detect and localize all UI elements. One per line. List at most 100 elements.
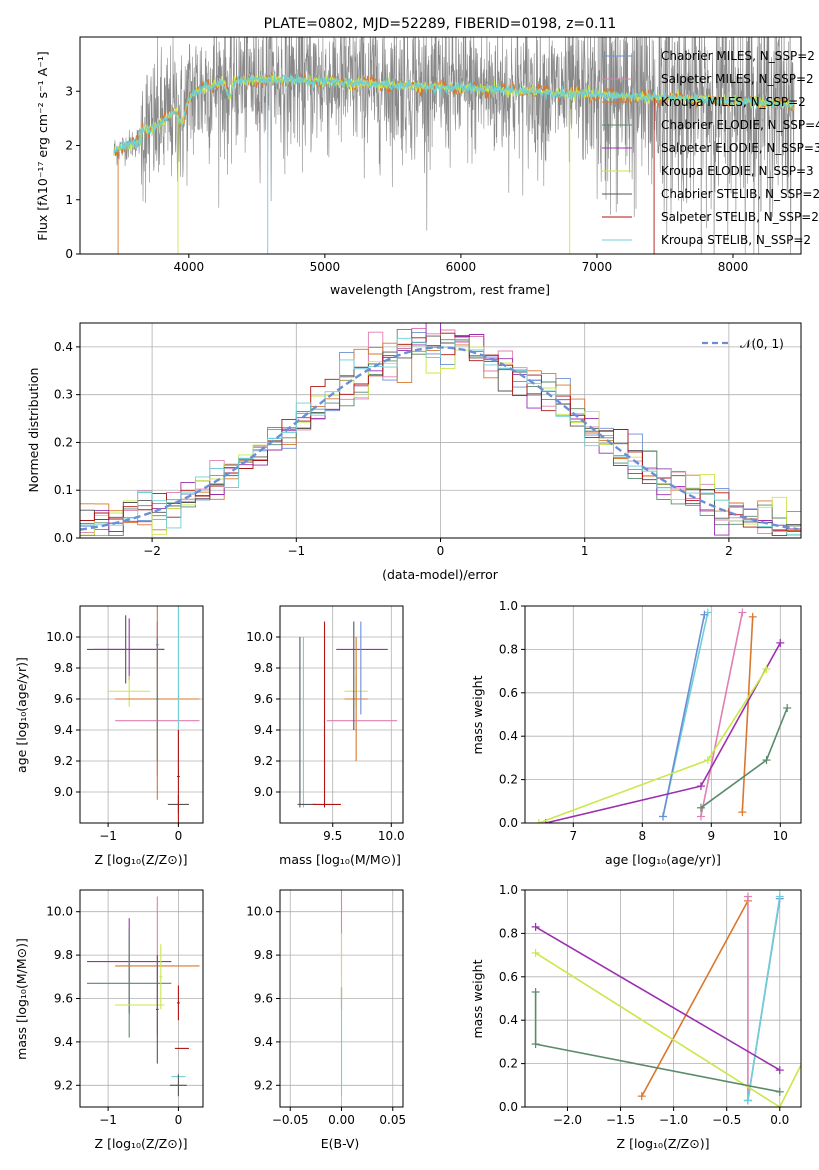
mw-age-x-label: age [log₁₀(age/yr)] bbox=[605, 852, 721, 867]
mass-weight-marker bbox=[703, 756, 712, 765]
spectrum-title: PLATE=0802, MJD=52289, FIBERID=0198, z=0… bbox=[264, 16, 617, 32]
mass-weight-marker bbox=[762, 756, 771, 765]
x-tick-label: 0 bbox=[175, 829, 183, 843]
spectrum-legend: Chabrier MILES, N_SSP=2 Salpeter MILES, N… bbox=[602, 49, 819, 247]
error-bar-point bbox=[169, 1074, 187, 1097]
mass-weight-marker bbox=[659, 812, 667, 821]
mass-weight-marker bbox=[748, 612, 757, 621]
y-tick-label: 0.2 bbox=[499, 773, 518, 787]
observed-spectrum-line bbox=[113, 37, 795, 254]
y-tick-label: 0.8 bbox=[499, 926, 518, 940]
model-spectrum-line bbox=[113, 73, 795, 154]
axes-frame bbox=[524, 889, 802, 1108]
mass-weight-marker bbox=[775, 1103, 784, 1107]
grid-lines bbox=[525, 889, 801, 1108]
x-tick-label: −1 bbox=[99, 829, 117, 843]
error-bar-point bbox=[159, 944, 163, 1010]
x-tick-label: −1 bbox=[99, 1113, 117, 1127]
x-tick-label: 8 bbox=[638, 829, 646, 843]
y-tick-label: 9.8 bbox=[54, 661, 73, 675]
mass-weight-marker bbox=[637, 1092, 646, 1101]
mw-z-y-label: mass weight bbox=[470, 959, 485, 1038]
mass-weight-vs-age-panel: 7 8 9 10 0.0 0.2 0.4 0.6 0.8 1.0 age [log₁₀(age/y… bbox=[470, 599, 802, 867]
y-tick-label: 0.6 bbox=[499, 970, 518, 984]
y-tick-label: 9.8 bbox=[54, 948, 73, 962]
mass-weight-series-line bbox=[641, 900, 749, 1097]
x-tick-label: 7 bbox=[569, 829, 577, 843]
y-tick-label: 9.8 bbox=[254, 661, 273, 675]
axes-frame bbox=[79, 36, 802, 255]
grid-lines bbox=[80, 606, 203, 823]
x-tick-label: 0.0 bbox=[770, 1113, 789, 1127]
legend-entry-label: Kroupa MILES, N_SSP=2 bbox=[661, 95, 806, 109]
plot-content bbox=[80, 323, 801, 537]
hist-legend: 𝒩(0, 1) bbox=[702, 337, 784, 351]
y-tick-label: 10.0 bbox=[246, 630, 273, 644]
y-tick-label: 9.2 bbox=[254, 1078, 273, 1092]
y-tick-label: 9.6 bbox=[54, 992, 73, 1006]
x-tick-label: 7000 bbox=[582, 260, 613, 274]
y-tick-label: 9.4 bbox=[254, 1035, 273, 1049]
x-tick-label: −1 bbox=[287, 544, 305, 558]
grid-lines bbox=[280, 606, 403, 823]
y-tick-label: 1 bbox=[65, 193, 73, 207]
mass-weight-marker bbox=[696, 803, 705, 812]
age-mass-x-label: mass [log₁₀(M/M⊙)] bbox=[279, 852, 401, 867]
error-bar-point bbox=[94, 618, 165, 681]
mass-weight-series-line bbox=[741, 616, 754, 813]
legend-entry-label: Kroupa ELODIE, N_SSP=3 bbox=[661, 164, 814, 178]
plot-content bbox=[534, 608, 792, 823]
spectrum-panel: PLATE=0802, MJD=52289, FIBERID=0198, z=0… bbox=[35, 16, 819, 297]
y-tick-label: 9.0 bbox=[254, 785, 273, 799]
axes-frame bbox=[279, 605, 404, 824]
y-tick-label: 9.8 bbox=[254, 948, 273, 962]
x-tick-label: −0.05 bbox=[272, 1113, 309, 1127]
mass-weight-marker bbox=[738, 608, 747, 617]
mass-vs-ebv-panel: −0.05 0.00 0.05 9.2 9.4 9.6 9.8 10.0 E(B-V) bbox=[246, 889, 406, 1151]
mass-z-x-label: Z [log₁₀(Z/Z⊙)] bbox=[95, 1136, 188, 1151]
y-tick-label: 0.0 bbox=[499, 816, 518, 830]
x-tick-label: 0 bbox=[175, 1113, 183, 1127]
error-bar-point bbox=[176, 730, 180, 823]
error-bar-point bbox=[87, 929, 172, 1038]
mass-z-y-label: mass [log₁₀(M/M⊙)] bbox=[14, 938, 29, 1060]
mass-weight-marker bbox=[531, 922, 540, 931]
y-tick-label: 1.0 bbox=[499, 599, 518, 613]
grid-lines bbox=[525, 605, 801, 824]
error-bar-point bbox=[344, 637, 368, 761]
y-tick-label: 9.6 bbox=[254, 992, 273, 1006]
x-tick-label: 10.0 bbox=[378, 829, 405, 843]
hist-legend-label: 𝒩(0, 1) bbox=[740, 337, 784, 351]
mass-vs-metallicity-panel: −1 0 9.2 9.4 9.6 9.8 10.0 Z [log₁₀(Z/Z⊙)] mass… bbox=[14, 889, 204, 1151]
plot-content bbox=[87, 606, 200, 823]
y-tick-label: 0.6 bbox=[499, 686, 518, 700]
x-tick-label: 9 bbox=[707, 829, 715, 843]
y-tick-label: 0.2 bbox=[54, 435, 73, 449]
legend-entry-label: Salpeter STELIB, N_SSP=2 bbox=[661, 210, 819, 224]
x-tick-label: −2.0 bbox=[553, 1113, 582, 1127]
y-tick-label: 9.2 bbox=[54, 1078, 73, 1092]
mass-weight-series-line bbox=[545, 642, 781, 823]
mass-weight-marker bbox=[783, 703, 792, 712]
legend-entry-label: Salpeter ELODIE, N_SSP=3 bbox=[661, 141, 819, 155]
mw-age-y-label: mass weight bbox=[470, 675, 485, 754]
y-tick-label: 9.6 bbox=[54, 692, 73, 706]
residual-histogram-panel: −2 −1 0 1 2 0.0 0.1 0.2 0.3 0.4 (data-model)/erro… bbox=[26, 322, 802, 582]
mass-weight-marker bbox=[531, 1040, 540, 1049]
x-tick-label: 9.5 bbox=[323, 829, 342, 843]
mass-weight-series-line bbox=[662, 614, 706, 817]
axes-frame bbox=[524, 605, 802, 824]
axes-frame bbox=[79, 889, 204, 1108]
legend-entry-label: Kroupa STELIB, N_SSP=2 bbox=[661, 233, 811, 247]
y-tick-label: 0.8 bbox=[499, 642, 518, 656]
x-tick-label: 6000 bbox=[446, 260, 477, 274]
mass-weight-marker bbox=[762, 664, 771, 673]
plot-content bbox=[113, 37, 795, 254]
x-tick-label: 8000 bbox=[718, 260, 749, 274]
mass-weight-marker bbox=[775, 892, 784, 901]
x-tick-label: −1.5 bbox=[606, 1113, 635, 1127]
age-z-x-label: Z [log₁₀(Z/Z⊙)] bbox=[95, 852, 188, 867]
y-tick-label: 9.2 bbox=[254, 754, 273, 768]
mass-weight-marker bbox=[531, 948, 540, 957]
